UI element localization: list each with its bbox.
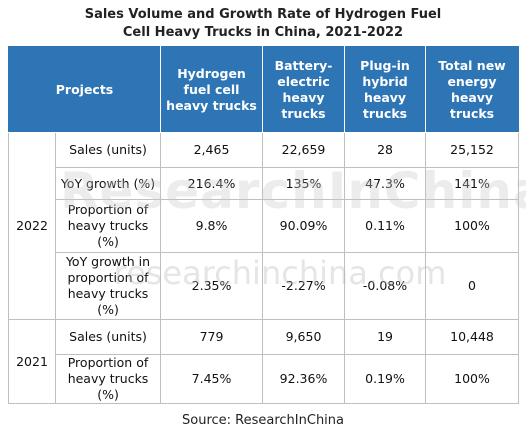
row-label: YoY growth in proportion of heavy trucks… xyxy=(54,252,162,320)
value-cell: 92.36% xyxy=(262,354,346,404)
table-row: Proportion of heavy trucks (%) 7.45% 92.36… xyxy=(9,354,520,404)
value-cell: 2,465 xyxy=(160,132,264,168)
year-cell: 2022 xyxy=(8,132,56,320)
table: Projects Hydrogen fuel cell heavy trucks B… xyxy=(7,46,520,404)
value-cell: 135% xyxy=(262,167,346,200)
value-cell: -0.08% xyxy=(344,252,427,320)
source: Source: ResearchInChina xyxy=(182,413,344,428)
value-cell: 100% xyxy=(425,354,520,404)
value-cell: 90.09% xyxy=(262,199,346,253)
table-body: 2022 Sales (units) 2,465 22,659 28 25,152 YoY … xyxy=(8,132,520,404)
header-cell: Total new energy heavy trucks xyxy=(425,46,520,133)
value-cell: 100% xyxy=(425,199,520,253)
value-cell: 2.35% xyxy=(160,252,264,320)
value-cell: 9,650 xyxy=(262,319,346,355)
table-row: YoY growth (%) 216.4% 135% 47.3% 141% xyxy=(9,167,520,200)
row-label: YoY growth (%) xyxy=(54,167,162,200)
table-row: YoY growth in proportion of heavy trucks… xyxy=(9,252,520,320)
value-cell: 0.11% xyxy=(344,199,427,253)
table-row: Proportion of heavy trucks (%) 9.8% 90.09%… xyxy=(9,199,520,253)
value-cell: 141% xyxy=(425,167,520,200)
row-label: Sales (units) xyxy=(54,132,162,168)
header-cell: Plug-in hybrid heavy trucks xyxy=(344,46,427,133)
value-cell: 28 xyxy=(344,132,427,168)
header-cell: Hydrogen fuel cell heavy trucks xyxy=(160,46,264,133)
value-cell: 0 xyxy=(425,252,520,320)
title: Sales Volume and Growth Rate of Hydrogen… xyxy=(0,6,526,42)
value-cell: 25,152 xyxy=(425,132,520,168)
value-cell: -2.27% xyxy=(262,252,346,320)
value-cell: 9.8% xyxy=(160,199,264,253)
header-row: Projects Hydrogen fuel cell heavy trucks B… xyxy=(7,46,520,133)
row-label: Proportion of heavy trucks (%) xyxy=(54,354,162,404)
value-cell: 7.45% xyxy=(160,354,264,404)
table-row: 2021 Sales (units) 779 9,650 19 10,448 xyxy=(8,319,520,404)
value-cell: 216.4% xyxy=(160,167,264,200)
header-cell: Battery-electric heavy trucks xyxy=(262,46,346,133)
title-text: Sales Volume and Growth Rate of Hydrogen… xyxy=(84,7,442,40)
table-row: 2022 Sales (units) 2,465 22,659 28 25,152 xyxy=(8,132,520,320)
value-cell: 0.19% xyxy=(344,354,427,404)
year-cell: 2021 xyxy=(8,319,56,404)
value-cell: 19 xyxy=(344,319,427,355)
header-cell: Projects xyxy=(7,46,162,133)
value-cell: 10,448 xyxy=(425,319,520,355)
row-label: Proportion of heavy trucks (%) xyxy=(54,199,162,253)
row-label: Sales (units) xyxy=(54,319,162,355)
value-cell: 47.3% xyxy=(344,167,427,200)
value-cell: 779 xyxy=(160,319,264,355)
value-cell: 22,659 xyxy=(262,132,346,168)
